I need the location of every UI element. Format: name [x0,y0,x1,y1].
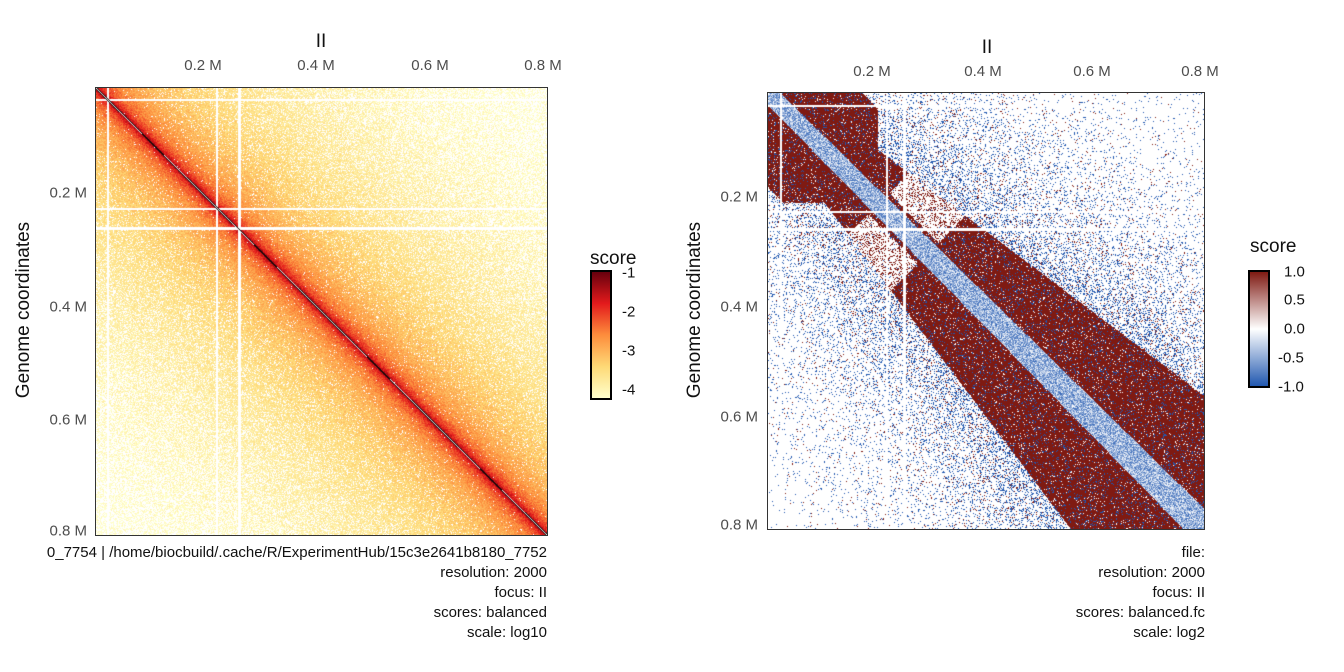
left-heatmap [95,87,548,536]
left-legend-title: score [590,248,637,269]
right-y-tick: 0.2 M [720,188,758,206]
right-y-tick: 0.8 M [720,516,758,534]
right-x-tick: 0.8 M [1181,63,1219,80]
left-caption-focus: focus: II [494,584,547,601]
right-legend-label: -1.0 [1278,378,1304,396]
left-x-tick: 0.4 M [297,57,335,74]
right-x-tick: 0.6 M [1073,63,1111,80]
left-y-tick: 0.6 M [49,411,87,429]
right-legend-label: 0.0 [1284,320,1305,338]
left-x-tick: 0.8 M [524,57,562,74]
left-caption-resolution: resolution: 2000 [440,564,547,581]
right-colorbar [1248,270,1270,388]
left-y-label: Genome coordinates [13,221,34,399]
right-caption-scale: scale: log2 [1133,624,1205,641]
right-legend-title: score [1250,236,1297,257]
left-y-tick: 0.8 M [49,522,87,540]
left-x-tick: 0.6 M [411,57,449,74]
left-caption-scores: scores: balanced [433,604,547,621]
right-caption-focus: focus: II [1152,584,1205,601]
left-colorbar [590,270,612,400]
right-title: II [981,37,993,58]
left-legend: score [590,248,636,270]
left-legend-label: -3 [622,342,636,360]
left-legend-label: -4 [622,381,636,399]
left-caption-scale: scale: log10 [466,624,547,641]
right-heatmap [767,92,1205,530]
right-caption-resolution: resolution: 2000 [1098,564,1205,581]
right-x-tick: 0.4 M [964,63,1002,80]
left-legend-label: -1 [622,264,636,282]
left-x-tick: 0.2 M [184,57,222,74]
left-y-tick: 0.2 M [49,184,87,202]
right-caption: file: resolution: 2000 focus: II scores:… [1076,543,1205,643]
right-legend-label: 1.0 [1284,263,1305,281]
left-caption-file: 0_7754 | /home/biocbuild/.cache/R/Experi… [46,544,547,561]
right-x-tick: 0.2 M [853,63,891,80]
right-y-tick: 0.4 M [720,298,758,316]
left-legend-label: -2 [622,303,636,321]
left-y-tick: 0.4 M [49,298,87,316]
right-y-label: Genome coordinates [684,221,705,399]
right-y-tick: 0.6 M [720,408,758,426]
right-legend-label: -0.5 [1278,349,1304,367]
left-caption: 0_7754 | /home/biocbuild/.cache/R/Experi… [47,543,547,643]
left-title: II [315,31,327,52]
right-legend-label: 0.5 [1284,291,1305,309]
right-caption-file: file: [1181,544,1205,561]
right-caption-scores: scores: balanced.fc [1075,604,1205,621]
